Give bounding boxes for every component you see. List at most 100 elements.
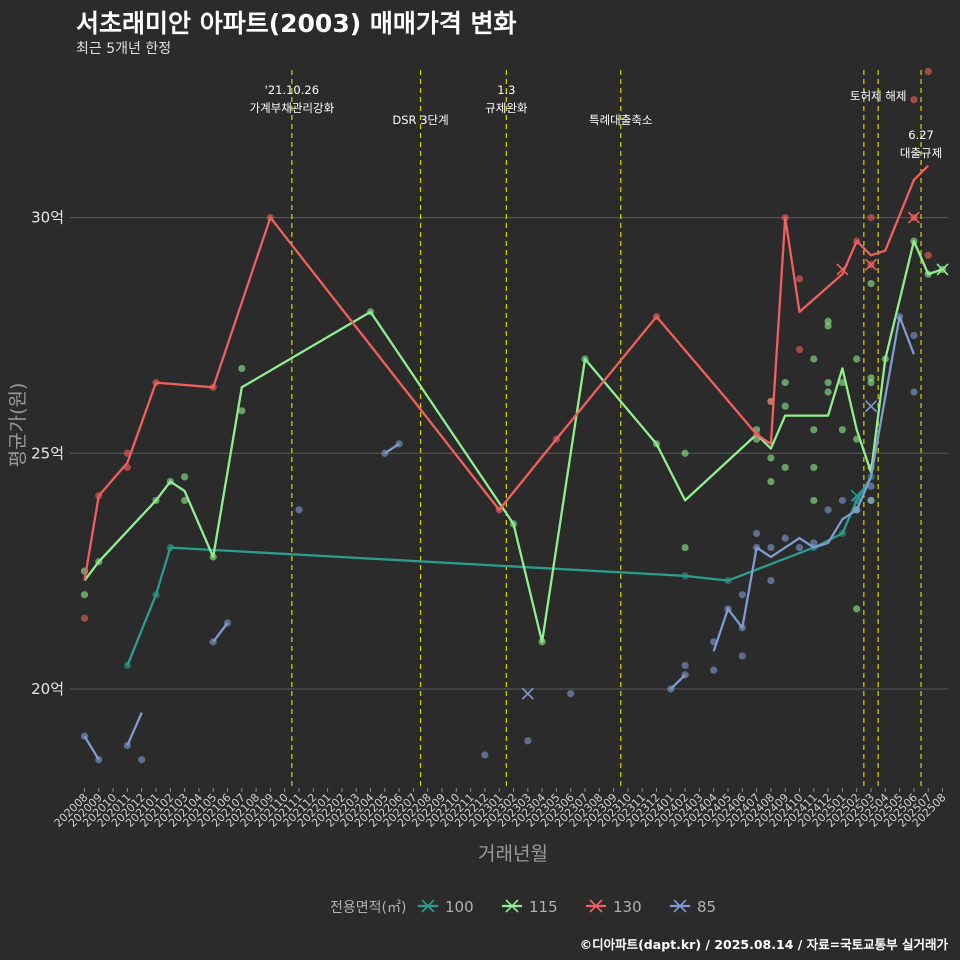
- series-line: [83, 239, 943, 644]
- cross-marker: [836, 263, 849, 276]
- data-point: [910, 388, 918, 396]
- series-line: [669, 674, 686, 690]
- series-line: [712, 315, 915, 652]
- event-annotation: '21.10.26: [265, 83, 319, 97]
- data-point: [681, 661, 689, 670]
- series-130: [80, 67, 932, 622]
- data-point: [824, 378, 832, 387]
- grid-layer: [70, 217, 948, 690]
- y-tick-label: 25억: [31, 444, 64, 462]
- event-lines: [291, 70, 922, 788]
- data-point: [767, 454, 775, 462]
- data-point: [738, 591, 746, 599]
- data-point: [824, 322, 832, 330]
- event-annotation: DSR 3단계: [392, 113, 448, 127]
- data-point: [910, 96, 918, 104]
- data-point: [838, 426, 847, 434]
- data-point: [810, 496, 818, 505]
- data-point: [181, 473, 189, 481]
- data-point: [910, 331, 918, 340]
- data-point: [767, 477, 775, 486]
- series-line: [83, 735, 100, 761]
- data-point: [867, 279, 875, 288]
- legend-title: 전용면적(㎡): [330, 900, 406, 916]
- series-layer: [80, 67, 949, 764]
- cross-marker: [864, 400, 878, 413]
- data-point: [295, 506, 303, 514]
- data-point: [781, 402, 789, 410]
- legend-swatch-cross: [589, 899, 603, 913]
- event-annotation: 1.3: [497, 83, 515, 97]
- data-point: [824, 388, 832, 396]
- series-line: [212, 622, 229, 643]
- data-point: [838, 496, 847, 505]
- cross-marker: [864, 258, 878, 271]
- axis-layer: 20억25억30억2020082020092020102020112020122…: [7, 209, 949, 865]
- data-point: [781, 463, 789, 472]
- y-axis-title: 평균가(원): [7, 383, 29, 468]
- data-point: [810, 463, 818, 472]
- series-line: [83, 164, 930, 581]
- event-annotation: 규제완화: [485, 101, 528, 115]
- data-point: [238, 407, 246, 415]
- data-point: [781, 534, 789, 542]
- legend-label: 130: [613, 898, 642, 916]
- event-annotation: 가계부채관리강화: [250, 101, 335, 115]
- chart-subtitle: 최근 5개년 한정: [76, 41, 172, 57]
- data-point: [810, 539, 818, 547]
- series-100: [123, 473, 875, 670]
- data-point: [767, 543, 775, 552]
- event-annotation: 대출규제: [900, 146, 942, 160]
- data-point: [867, 482, 875, 490]
- series-115: [80, 237, 949, 646]
- data-point: [710, 666, 718, 674]
- data-point: [681, 449, 689, 457]
- series-line: [126, 712, 143, 747]
- cross-marker: [907, 211, 920, 224]
- data-point: [853, 605, 861, 613]
- legend-swatch-cross: [673, 899, 687, 913]
- data-point: [810, 426, 818, 434]
- series-line: [384, 442, 400, 455]
- data-point: [753, 529, 761, 538]
- data-point: [767, 576, 775, 585]
- data-point: [824, 506, 832, 514]
- data-point: [181, 496, 189, 505]
- legend-swatch-cross: [421, 899, 435, 913]
- data-point: [924, 251, 932, 259]
- x-axis-title: 거래년월: [478, 843, 548, 865]
- data-point: [238, 364, 246, 373]
- data-point: [867, 378, 875, 387]
- data-point: [795, 543, 804, 552]
- chart-title: 서초래미안 아파트(2003) 매매가격 변화: [76, 9, 517, 38]
- data-point: [681, 543, 689, 552]
- y-tick-label: 20억: [31, 680, 64, 698]
- data-point: [80, 591, 89, 599]
- data-point: [80, 614, 89, 622]
- data-point: [867, 213, 875, 222]
- data-point: [810, 355, 818, 363]
- data-point: [924, 67, 932, 76]
- legend: 전용면적(㎡) 100 115 130 85: [330, 898, 716, 916]
- data-point: [781, 378, 789, 387]
- data-point: [867, 496, 875, 505]
- cross-marker: [936, 263, 949, 276]
- data-point: [795, 345, 804, 354]
- y-tick-label: 30억: [31, 209, 64, 227]
- event-annotation: 특례대출축소: [589, 113, 652, 127]
- series-85: [80, 312, 918, 764]
- data-point: [795, 275, 804, 283]
- data-point: [138, 756, 146, 764]
- legend-label: 115: [529, 898, 558, 916]
- cross-marker: [521, 687, 534, 700]
- data-point: [853, 355, 861, 363]
- series-line: [126, 476, 872, 666]
- event-annotation: 6.27: [908, 128, 934, 142]
- source-caption: ©디아파트(dapt.kr) / 2025.08.14 / 자료=국토교통부 실…: [579, 937, 948, 952]
- legend-label: 85: [697, 898, 716, 916]
- legend-swatch-cross: [505, 899, 519, 913]
- data-point: [481, 751, 489, 759]
